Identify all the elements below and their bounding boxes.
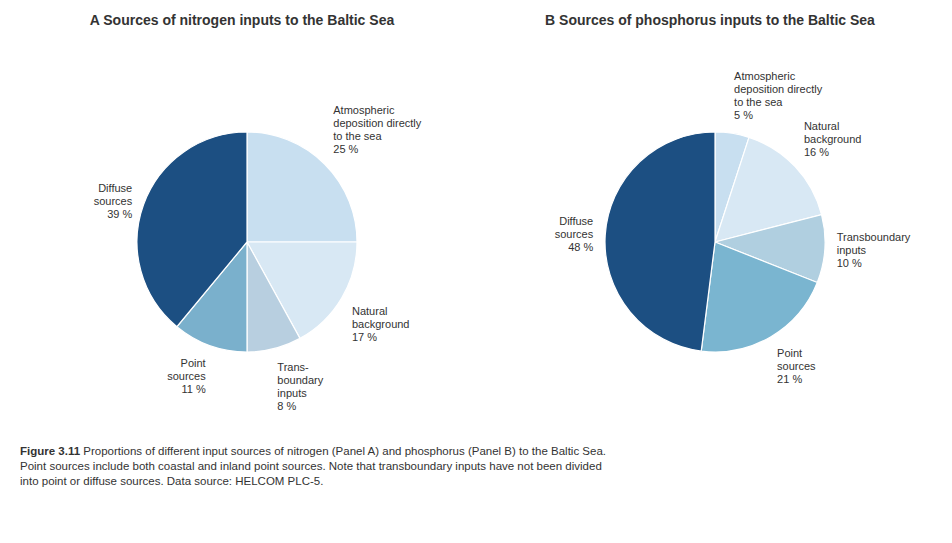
svg-text:Atmosphericdeposition directly: Atmosphericdeposition directlyto the sea…: [333, 104, 422, 155]
svg-text:Diffusesources39 %: Diffusesources39 %: [94, 182, 133, 220]
html-text:B Sources of phosphorus inputs: B Sources of phosphorus inputs to the Ba…: [545, 12, 875, 28]
svg-text:Pointsources21 %: Pointsources21 %: [777, 347, 816, 385]
html-text:A Sources of nitrogen inputs t: A Sources of nitrogen inputs to the Balt…: [89, 12, 395, 28]
svg-text:Transboundaryinputs10 %: Transboundaryinputs10 %: [837, 231, 911, 269]
svg-text:Naturalbackground17 %: Naturalbackground17 %: [352, 305, 410, 343]
svg-text:Atmosphericdeposition directly: Atmosphericdeposition directlyto the sea…: [734, 70, 823, 121]
svg-text:Trans-boundaryinputs8 %: Trans-boundaryinputs8 %: [277, 361, 323, 412]
svg-text:Pointsources11 %: Pointsources11 %: [167, 357, 206, 395]
html-text:Figure 3.11 Proportions of dif: Figure 3.11 Proportions of different inp…: [20, 445, 606, 487]
svg-text:Diffusesources48 %: Diffusesources48 %: [555, 215, 594, 253]
svg-text:Naturalbackground16 %: Naturalbackground16 %: [804, 120, 862, 158]
